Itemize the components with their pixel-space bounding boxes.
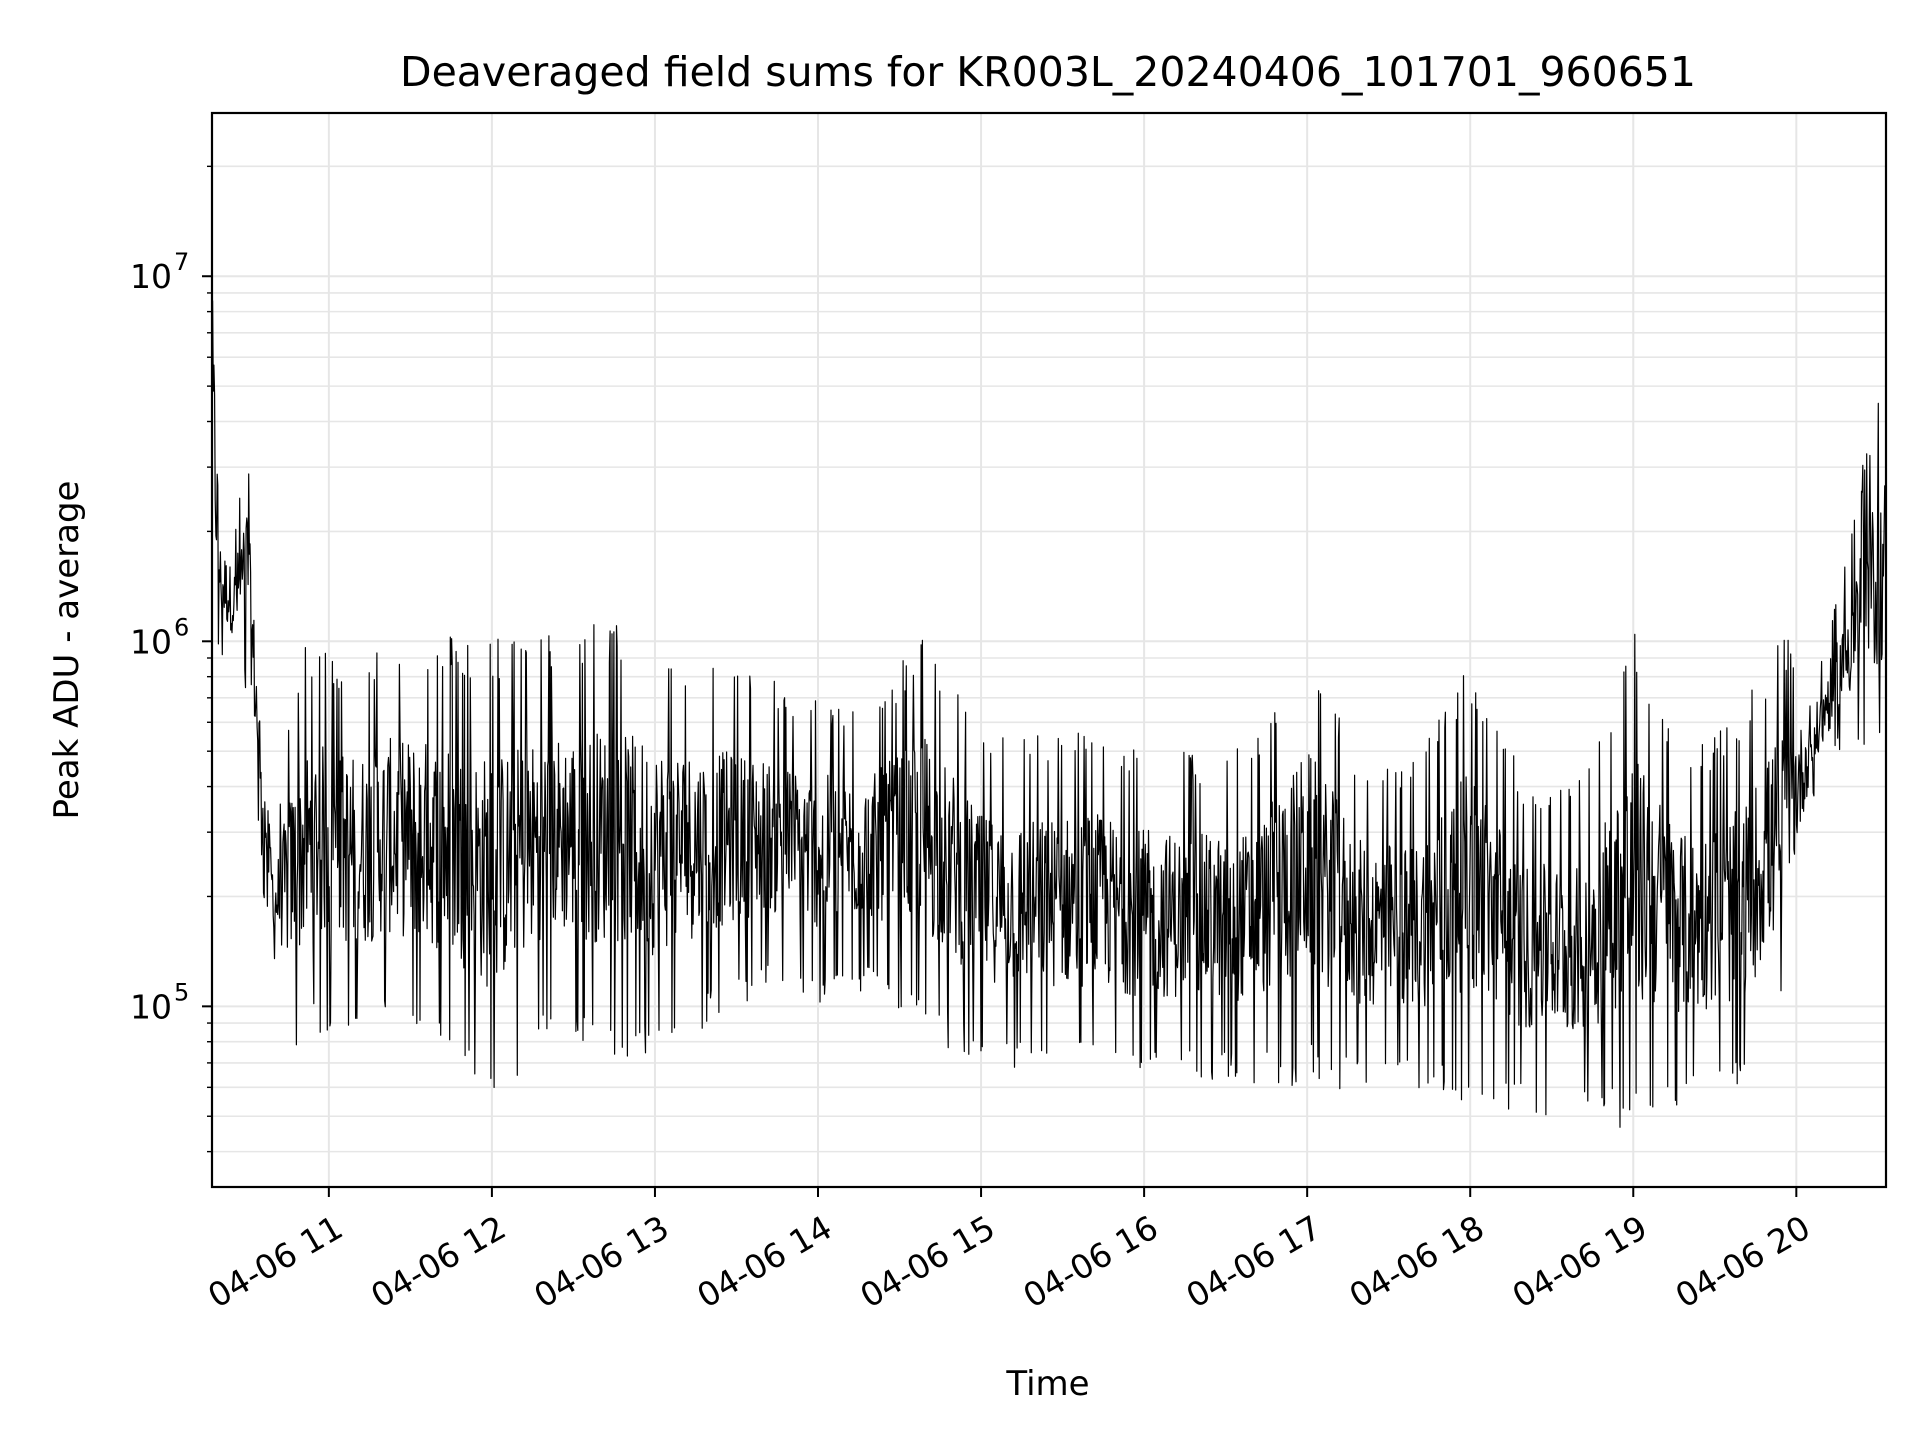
y-tick-exponent: 7 bbox=[174, 248, 189, 276]
y-tick-exponent: 5 bbox=[174, 978, 189, 1006]
series-group bbox=[211, 300, 1887, 1128]
y-tick-base: 10 bbox=[130, 257, 172, 296]
plot-frame bbox=[210, 111, 1888, 1189]
x-axis-label: Time bbox=[1005, 1364, 1089, 1404]
y-axis-label: Peak ADU - average bbox=[47, 481, 87, 820]
chart-title: Deaveraged field sums for KR003L_2024040… bbox=[400, 48, 1696, 96]
y-tick-exponent: 6 bbox=[174, 613, 189, 641]
y-tick-base: 10 bbox=[130, 622, 172, 661]
series-line bbox=[211, 300, 1887, 1128]
y-tick-label: 10 7 bbox=[130, 248, 189, 296]
y-tick-label: 10 5 bbox=[130, 978, 189, 1026]
y-tick-label: 10 6 bbox=[130, 613, 189, 661]
y-tick-base: 10 bbox=[130, 987, 172, 1026]
